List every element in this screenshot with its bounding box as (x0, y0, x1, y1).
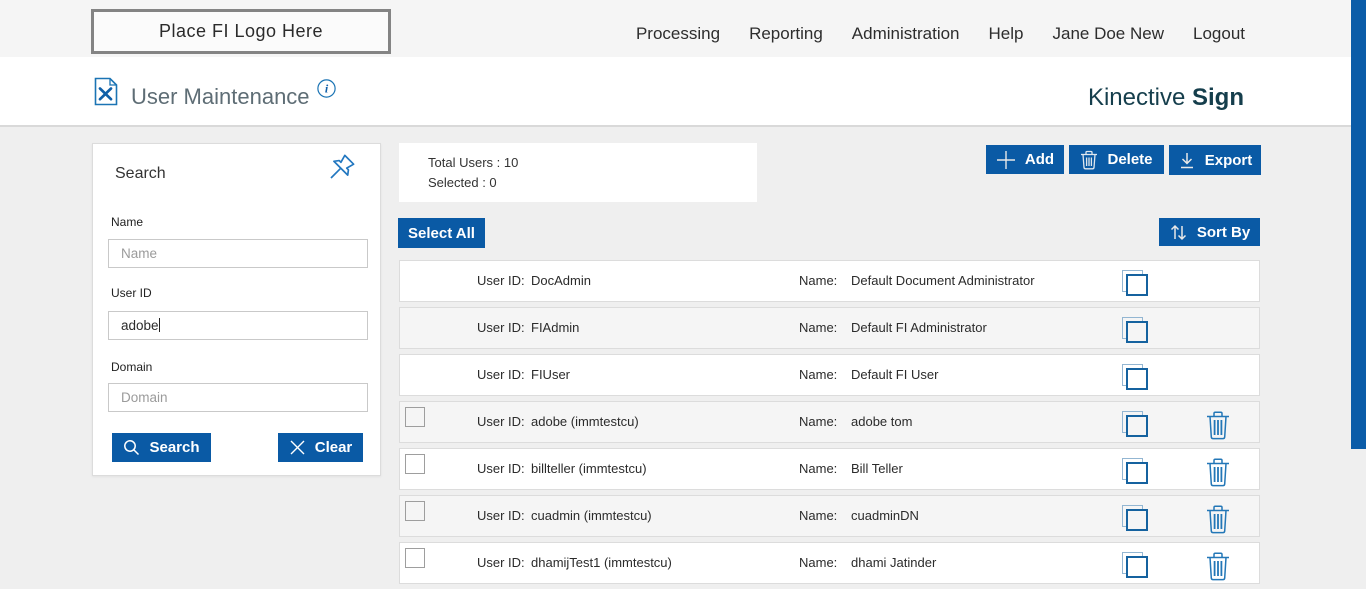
svg-text:i: i (325, 82, 329, 96)
